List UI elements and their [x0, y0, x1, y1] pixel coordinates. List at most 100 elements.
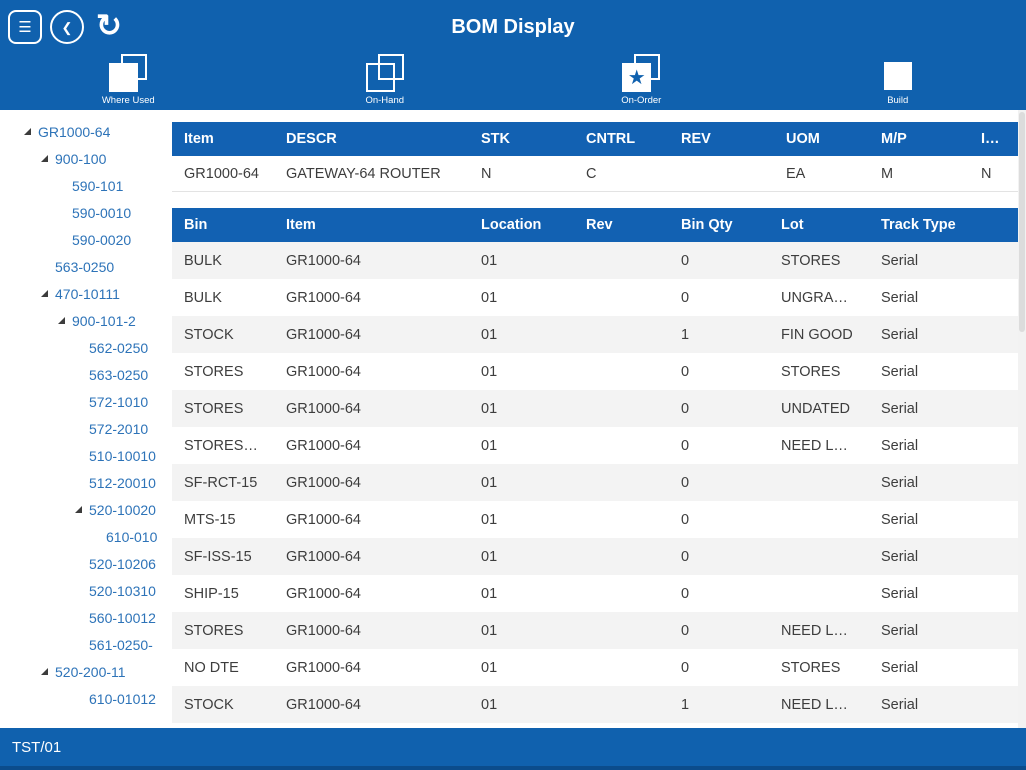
item-table: Item DESCR STK CNTRL REV UOM M/P INSP GR1000-64 G… — [172, 122, 1018, 192]
table-row[interactable]: NO DTE GR1000-64 01 0 STORES Serial — [172, 649, 1018, 686]
table-row[interactable]: BULK GR1000-64 01 0 UNGRADE... Serial — [172, 279, 1018, 316]
table-cell: FIN GOOD — [781, 326, 853, 343]
table-row[interactable]: BULK GR1000-64 01 0 STORES Serial — [172, 242, 1018, 279]
expand-arrow-icon[interactable] — [41, 668, 55, 675]
tree-item-561-0250-[interactable]: 561-0250- — [0, 631, 162, 658]
toolbar-on-hand-button[interactable]: On-Hand — [257, 54, 514, 110]
scrollbar-thumb[interactable] — [1019, 112, 1025, 332]
table-cell: N — [981, 165, 992, 182]
tree-item-590-101[interactable]: 590-101 — [0, 172, 162, 199]
table-cell: GR1000-64 — [286, 474, 361, 491]
table-cell: 01 — [481, 252, 498, 269]
tree-item-590-0010[interactable]: 590-0010 — [0, 199, 162, 226]
where-used-icon — [107, 54, 149, 92]
table-cell: NEED LOT# — [781, 696, 862, 713]
tree-item-510-10010[interactable]: 510-10010 — [0, 442, 162, 469]
expand-arrow-icon[interactable] — [58, 317, 72, 324]
menu-button[interactable]: ☰ — [8, 10, 42, 44]
table-row[interactable]: STORES GR1000-64 01 0 STORES Serial — [172, 353, 1018, 390]
table-cell: 01 — [481, 326, 498, 343]
tree-item-label: 900-100 — [55, 150, 107, 167]
tree-item-GR1000-64[interactable]: GR1000-64 — [0, 118, 162, 145]
tree-item-label: 562-0250 — [89, 339, 149, 356]
tree-item-520-10310[interactable]: 520-10310 — [0, 577, 162, 604]
table-cell: BULK — [184, 289, 222, 306]
tree-item-520-200-11[interactable]: 520-200-11 — [0, 658, 162, 685]
expand-arrow-icon[interactable] — [41, 155, 55, 162]
table-cell: Serial — [881, 585, 919, 602]
tree-item-520-10020[interactable]: 520-10020 — [0, 496, 162, 523]
table-cell: Serial — [881, 548, 919, 565]
table-cell: 0 — [681, 622, 690, 639]
table-cell: EA — [786, 165, 806, 182]
bin-table: Bin Item Location Rev Bin Qty Lot Track Type BU… — [172, 208, 1018, 723]
tree-item-label: 520-200-11 — [55, 663, 126, 680]
table-cell: 0 — [681, 474, 690, 491]
toolbar-where-used-button[interactable]: Where Used — [0, 54, 257, 110]
vertical-scrollbar[interactable] — [1018, 110, 1026, 728]
tree-item-572-1010[interactable]: 572-1010 — [0, 388, 162, 415]
table-cell: GR1000-64 — [286, 289, 361, 306]
tree-item-900-100[interactable]: 900-100 — [0, 145, 162, 172]
back-button[interactable]: ❮ — [50, 10, 84, 44]
table-cell: 0 — [681, 585, 690, 602]
table-cell: 0 — [681, 400, 690, 417]
tree-item-562-0250[interactable]: 562-0250 — [0, 334, 162, 361]
tree-item-610-01012[interactable]: 610-01012 — [0, 685, 162, 712]
table-row[interactable]: STORES GR1000-64 01 0 UNDATED Serial — [172, 390, 1018, 427]
tree-item-520-10206[interactable]: 520-10206 — [0, 550, 162, 577]
refresh-button[interactable]: ↻ — [92, 10, 126, 44]
tree-item-label: 610-01012 — [89, 690, 156, 707]
column-header: Rev — [586, 217, 613, 233]
table-cell: 0 — [681, 659, 690, 676]
tree-item-563-0250[interactable]: 563-0250 — [0, 253, 162, 280]
table-cell: STOCK — [184, 696, 234, 713]
table-cell: Serial — [881, 696, 919, 713]
table-cell: SF-RCT-15 — [184, 474, 258, 491]
table-cell: 1 — [681, 326, 690, 343]
table-cell: N — [481, 165, 492, 182]
column-header: Lot — [781, 217, 804, 233]
table-cell: 0 — [681, 548, 690, 565]
tree-item-563-0250[interactable]: 563-0250 — [0, 361, 162, 388]
tree-item-900-101-2[interactable]: 900-101-2 — [0, 307, 162, 334]
table-row[interactable]: SF-ISS-15 GR1000-64 01 0 Serial — [172, 538, 1018, 575]
title-bar: ☰ ❮ ↻ BOM Display — [0, 0, 1026, 54]
expand-arrow-icon[interactable] — [41, 290, 55, 297]
table-cell: Serial — [881, 289, 919, 306]
tree-item-label: 590-0010 — [72, 204, 132, 221]
table-cell: Serial — [881, 437, 919, 454]
table-cell: GATEWAY-64 ROUTER — [286, 165, 441, 182]
toolbar-label: On-Order — [621, 95, 662, 106]
table-cell: Serial — [881, 363, 919, 380]
expand-arrow-icon[interactable] — [75, 506, 89, 513]
table-cell: GR1000-64 — [184, 165, 259, 182]
expand-arrow-icon[interactable] — [24, 128, 38, 135]
tree-item-label: 561-0250- — [89, 636, 153, 653]
column-header: Track Type — [881, 217, 956, 233]
tree-item-label: 560-10012 — [89, 609, 156, 626]
table-row[interactable]: STOCK GR1000-64 01 1 FIN GOOD Serial — [172, 316, 1018, 353]
table-cell: GR1000-64 — [286, 400, 361, 417]
tree-item-512-20010[interactable]: 512-20010 — [0, 469, 162, 496]
tree-item-560-10012[interactable]: 560-10012 — [0, 604, 162, 631]
tree-item-572-2010[interactable]: 572-2010 — [0, 415, 162, 442]
table-row[interactable]: STORES-16 GR1000-64 01 0 NEED LOT# Serial — [172, 427, 1018, 464]
table-row[interactable]: STOCK GR1000-64 01 1 NEED LOT# Serial — [172, 686, 1018, 723]
table-row[interactable]: STORES GR1000-64 01 0 NEED LOT# Serial — [172, 612, 1018, 649]
tree-item-470-10111[interactable]: 470-10111 — [0, 280, 162, 307]
table-row[interactable]: MTS-15 GR1000-64 01 0 Serial — [172, 501, 1018, 538]
toolbar-on-order-button[interactable]: ★ On-Order — [513, 54, 770, 110]
tree-item-590-0020[interactable]: 590-0020 — [0, 226, 162, 253]
table-row[interactable]: SHIP-15 GR1000-64 01 0 Serial — [172, 575, 1018, 612]
table-row[interactable]: GR1000-64 GATEWAY-64 ROUTER N C EA M N — [172, 156, 1018, 192]
table-cell: GR1000-64 — [286, 548, 361, 565]
tree-item-610-010[interactable]: 610-010 — [0, 523, 162, 550]
toolbar-build-button[interactable]: Build — [770, 54, 1026, 110]
tree-item-label: 520-10020 — [89, 501, 156, 518]
tree-item-label: 470-10111 — [55, 285, 120, 302]
column-header: Bin Qty — [681, 217, 733, 233]
column-header: Location — [481, 217, 542, 233]
table-row[interactable]: SF-RCT-15 GR1000-64 01 0 Serial — [172, 464, 1018, 501]
table-cell: Serial — [881, 474, 919, 491]
